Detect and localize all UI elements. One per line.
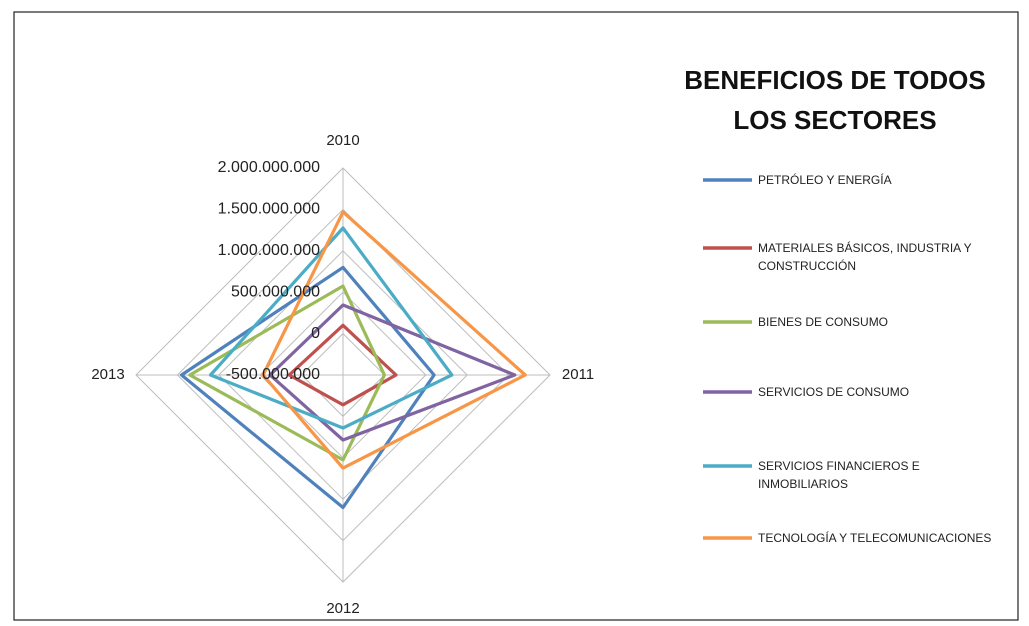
series-line [179, 265, 436, 510]
r-tick-label: 1.000.000.000 [218, 242, 320, 259]
legend-label: SERVICIOS DE CONSUMO [758, 385, 910, 399]
category-label: 2013 [91, 366, 124, 383]
series-line [261, 210, 527, 470]
category-label: 2012 [326, 600, 359, 617]
series-line [208, 226, 454, 430]
series-line [188, 284, 386, 462]
category-label: 2011 [562, 366, 594, 383]
r-tick-label: 500.000.000 [231, 283, 320, 300]
legend-label: BIENES DE CONSUMO [758, 315, 889, 329]
r-tick-label: 1.500.000.000 [218, 201, 320, 218]
category-label: 2010 [326, 132, 359, 149]
r-tick-label: -500.000.000 [226, 366, 320, 383]
frame [13, 11, 1019, 621]
r-tick-label: 2.000.000.000 [218, 159, 320, 176]
legend-label: MATERIALES BÁSICOS, INDUSTRIA Y CONSTRUC… [758, 241, 972, 273]
chart-title: BENEFICIOS DE TODOS LOS SECTORES [684, 65, 986, 135]
series-line [268, 303, 517, 442]
legend-label: TECNOLOGÍA Y TELECOMUNICACIONES [758, 531, 992, 545]
legend-label: SERVICIOS FINANCIEROS E INMOBILIARIOS [758, 459, 920, 491]
legend-label: PETRÓLEO Y ENERGÍA [758, 173, 892, 187]
r-tick-label: 0 [311, 325, 320, 342]
